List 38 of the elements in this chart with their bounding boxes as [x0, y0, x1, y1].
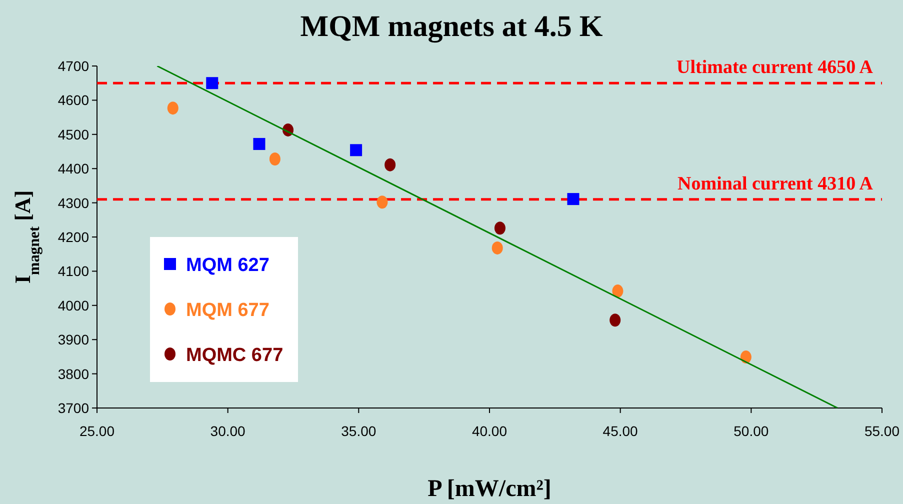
point	[610, 314, 621, 327]
y-tick-label: 4200	[58, 229, 90, 245]
point	[350, 144, 362, 156]
y-tick-label: 4100	[58, 263, 90, 280]
x-tick-label: 50.00	[734, 423, 769, 439]
legend-label: MQM 627	[186, 255, 270, 276]
point	[740, 350, 752, 364]
legend-label: MQMC 677	[186, 345, 284, 366]
point	[612, 284, 624, 298]
y-tick-label: 4300	[58, 194, 90, 211]
chart-title: MQM magnets at 4.5 K	[300, 10, 604, 43]
point	[206, 77, 218, 90]
y-tick-label: 4400	[58, 160, 90, 177]
ref-line-label: Ultimate current 4650 A	[676, 57, 874, 78]
y-tick-label: 3700	[58, 400, 90, 416]
point	[567, 193, 580, 206]
ref-line-label: Nominal current 4310 A	[678, 173, 874, 194]
y-tick-label: 4700	[58, 58, 90, 74]
x-tick-label: 25.00	[79, 423, 115, 439]
x-tick-label: 35.00	[341, 423, 376, 439]
x-tick-label: 55.00	[864, 423, 900, 439]
point	[376, 196, 388, 209]
point	[494, 222, 506, 235]
point	[269, 152, 280, 166]
y-tick-label: 4000	[58, 297, 90, 314]
x-tick-label: 40.00	[472, 423, 508, 439]
x-axis-title: P [mW/cm²]	[428, 476, 552, 502]
y-tick-label: 4600	[58, 92, 90, 108]
y-tick-label: 3800	[58, 366, 90, 382]
y-tick-label: 3900	[58, 332, 90, 348]
point	[253, 138, 266, 150]
x-tick-label: 45.00	[602, 423, 638, 439]
point	[492, 241, 503, 254]
point	[167, 102, 178, 115]
x-tick-label: 30.00	[210, 423, 246, 439]
point	[384, 158, 396, 172]
legend-label: MQM 677	[186, 300, 270, 321]
y-tick-label: 4500	[58, 126, 90, 142]
